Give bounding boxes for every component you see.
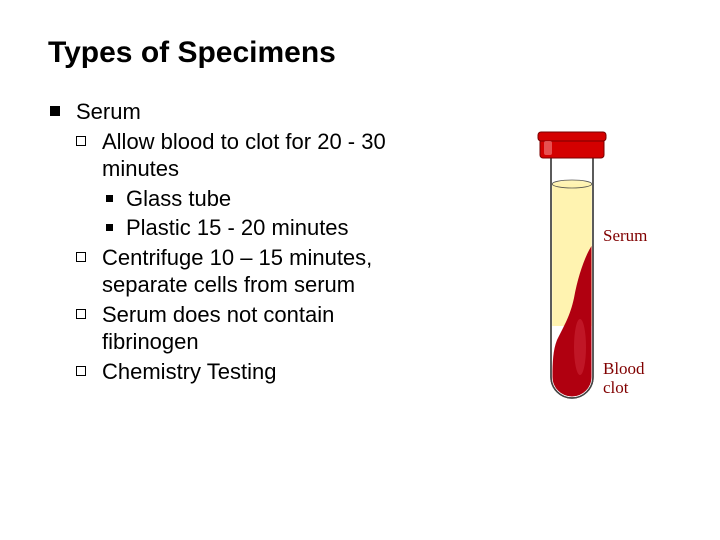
- slide: Types of Specimens Serum Allow blood to …: [0, 0, 720, 540]
- lvl2-label: Allow blood to clot for 20 - 30 minutes: [102, 129, 386, 182]
- tube-svg: Serum Bloodclot: [452, 126, 672, 426]
- lvl2-label: Centrifuge 10 – 15 minutes, separate cel…: [102, 245, 372, 298]
- bullet-text-column: Serum Allow blood to clot for 20 - 30 mi…: [48, 98, 412, 385]
- lvl2-item-centrifuge: Centrifuge 10 – 15 minutes, separate cel…: [76, 244, 412, 299]
- svg-text:clot: clot: [603, 378, 629, 397]
- list-level-3: Glass tube Plastic 15 - 20 minutes: [102, 185, 412, 242]
- lvl1-item-serum: Serum Allow blood to clot for 20 - 30 mi…: [48, 98, 412, 385]
- list-level-2: Allow blood to clot for 20 - 30 minutes …: [76, 128, 412, 386]
- tube-figure: Serum Bloodclot: [452, 126, 672, 426]
- content-row: Serum Allow blood to clot for 20 - 30 mi…: [48, 98, 672, 426]
- lvl2-label: Serum does not contain fibrinogen: [102, 302, 334, 355]
- slide-title: Types of Specimens: [48, 36, 672, 70]
- lvl3-item-glass: Glass tube: [102, 185, 412, 213]
- svg-text:Serum: Serum: [603, 226, 647, 245]
- lvl2-item-allow-clot: Allow blood to clot for 20 - 30 minutes …: [76, 128, 412, 242]
- lvl2-item-fibrinogen: Serum does not contain fibrinogen: [76, 301, 412, 356]
- lvl1-label: Serum: [76, 99, 141, 124]
- lvl3-label: Plastic 15 - 20 minutes: [126, 215, 349, 240]
- lvl2-item-chemistry: Chemistry Testing: [76, 358, 412, 386]
- lvl2-label: Chemistry Testing: [102, 359, 276, 384]
- list-level-1: Serum Allow blood to clot for 20 - 30 mi…: [48, 98, 412, 385]
- lvl3-label: Glass tube: [126, 186, 231, 211]
- svg-text:Blood: Blood: [603, 359, 645, 378]
- lvl3-item-plastic: Plastic 15 - 20 minutes: [102, 214, 412, 242]
